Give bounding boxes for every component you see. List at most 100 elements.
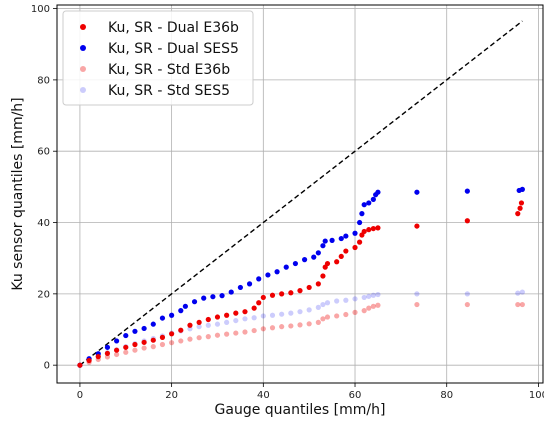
data-point xyxy=(519,301,525,308)
data-point xyxy=(150,337,156,343)
data-point xyxy=(375,189,381,195)
data-point xyxy=(182,303,188,309)
data-point xyxy=(306,307,312,313)
data-point xyxy=(196,335,202,341)
data-point xyxy=(265,272,271,278)
data-point xyxy=(515,211,521,217)
legend-entry-label: Ku, SR - Std SES5 xyxy=(108,83,230,99)
data-point xyxy=(95,354,101,360)
legend-marker xyxy=(80,66,86,72)
data-point xyxy=(519,289,525,295)
data-point xyxy=(214,332,221,338)
data-point xyxy=(205,334,211,340)
y-tick-label: 100 xyxy=(31,4,50,15)
plot-frame xyxy=(56,4,544,384)
data-point xyxy=(320,301,326,308)
data-point xyxy=(334,259,340,265)
data-point xyxy=(104,354,111,360)
data-point xyxy=(159,334,166,340)
data-point xyxy=(123,332,129,339)
data-point xyxy=(370,292,376,298)
data-point xyxy=(178,308,184,314)
data-point xyxy=(301,257,308,263)
data-point xyxy=(228,289,234,295)
data-point xyxy=(242,329,248,335)
data-point xyxy=(329,237,335,243)
data-point xyxy=(338,253,344,260)
data-point xyxy=(320,243,326,249)
data-point xyxy=(306,321,312,327)
data-point xyxy=(464,301,470,308)
data-point xyxy=(224,319,230,325)
y-tick-label: 20 xyxy=(37,289,50,300)
x-tick-label: 60 xyxy=(349,390,362,401)
data-point xyxy=(114,351,120,358)
data-point xyxy=(260,294,266,301)
data-point xyxy=(338,235,344,242)
data-point xyxy=(375,291,381,298)
data-point xyxy=(274,269,280,275)
data-point xyxy=(324,300,331,306)
data-point xyxy=(86,357,92,364)
data-point xyxy=(279,311,285,317)
data-point xyxy=(150,344,156,350)
series-1-points xyxy=(77,186,525,368)
data-point xyxy=(334,298,340,304)
data-point xyxy=(366,305,372,311)
data-point xyxy=(315,250,321,256)
data-point xyxy=(210,294,216,300)
data-point xyxy=(343,297,349,303)
data-point xyxy=(233,317,239,324)
data-point xyxy=(322,238,328,244)
data-point xyxy=(132,341,138,348)
legend-marker xyxy=(80,45,86,51)
data-point xyxy=(251,315,257,321)
data-point xyxy=(366,200,372,206)
data-point xyxy=(279,291,285,297)
data-point xyxy=(343,248,349,254)
data-point xyxy=(251,327,257,334)
data-point xyxy=(515,301,521,308)
data-point xyxy=(352,244,358,251)
data-point xyxy=(361,294,367,301)
data-point xyxy=(519,186,525,192)
data-point xyxy=(233,330,239,336)
data-point xyxy=(219,293,225,299)
y-tick-label: 0 xyxy=(44,361,50,372)
legend-entry-label: Ku, SR - Dual SES5 xyxy=(108,41,239,57)
data-point xyxy=(375,225,381,231)
data-point xyxy=(361,228,367,235)
data-point xyxy=(320,273,326,279)
x-tick-label: 40 xyxy=(257,390,270,401)
data-point xyxy=(159,341,166,348)
data-point xyxy=(464,218,470,224)
data-point xyxy=(359,211,365,217)
data-point xyxy=(357,219,363,226)
data-point xyxy=(169,331,175,337)
data-point xyxy=(414,189,420,195)
data-point xyxy=(464,188,470,194)
data-point xyxy=(187,336,193,342)
data-point xyxy=(201,295,207,301)
series-0-points xyxy=(77,200,525,368)
data-point xyxy=(269,312,276,318)
data-point xyxy=(141,345,147,351)
data-point xyxy=(352,230,358,236)
data-point xyxy=(205,322,211,328)
data-point xyxy=(375,302,381,308)
data-point xyxy=(283,264,289,270)
data-point xyxy=(214,314,221,320)
legend-entry-label: Ku, SR - Std E36b xyxy=(108,62,230,78)
data-point xyxy=(414,223,420,229)
data-point xyxy=(315,304,321,310)
data-point xyxy=(224,312,230,318)
data-point xyxy=(517,205,523,211)
data-point xyxy=(288,310,294,316)
x-tick-label: 20 xyxy=(165,390,178,401)
data-point xyxy=(324,314,331,320)
data-point xyxy=(306,284,312,291)
data-point xyxy=(123,349,129,355)
data-point xyxy=(311,254,317,260)
reference-line-layer xyxy=(79,20,523,366)
